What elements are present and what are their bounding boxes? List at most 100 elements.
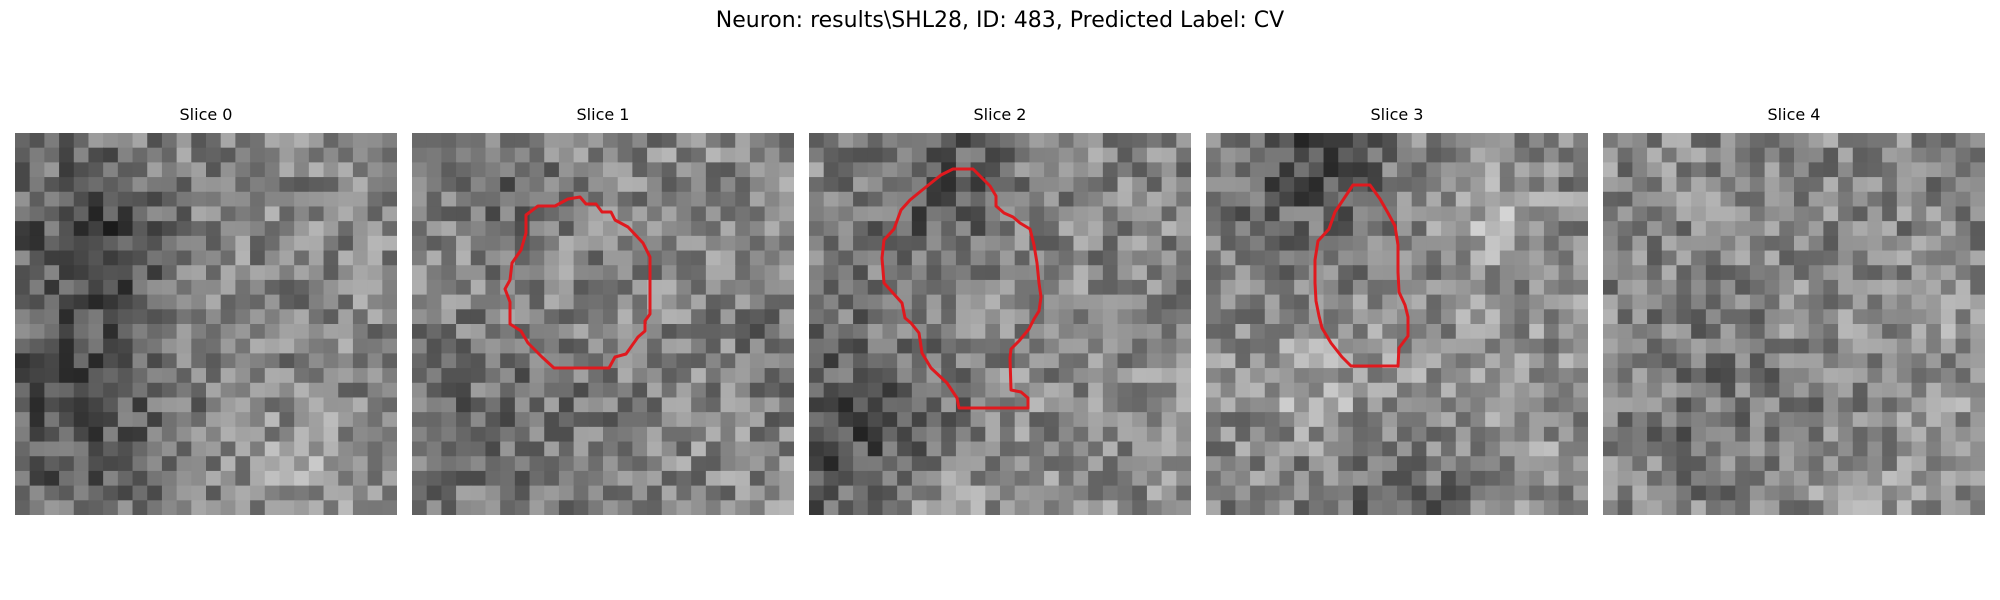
pixel	[1073, 191, 1089, 208]
pixel	[1749, 147, 1766, 163]
pixel	[1882, 500, 1898, 515]
pixel	[44, 133, 60, 149]
pixel	[1014, 485, 1030, 501]
pixel	[544, 353, 560, 369]
pixel	[15, 221, 31, 237]
pixel	[720, 382, 736, 399]
pixel	[1397, 426, 1413, 443]
slice-title: Slice 4	[1767, 105, 1821, 124]
pixel	[1058, 235, 1075, 252]
pixel	[661, 456, 678, 472]
pixel	[161, 294, 178, 310]
pixel	[1470, 279, 1486, 296]
pixel	[661, 177, 678, 193]
pixel	[1102, 221, 1119, 237]
pixel	[661, 412, 678, 428]
pixel	[544, 309, 560, 325]
pixel	[1176, 221, 1191, 237]
pixel	[749, 147, 766, 163]
pixel	[308, 133, 325, 149]
pixel	[1852, 235, 1869, 252]
pixel	[838, 500, 854, 515]
pixel	[191, 191, 207, 208]
pixel	[705, 456, 722, 472]
pixel	[73, 147, 90, 163]
pixel	[338, 368, 354, 384]
pixel	[911, 441, 928, 457]
pixel	[1838, 397, 1854, 413]
pixel	[617, 485, 633, 501]
pixel	[15, 382, 31, 399]
pixel	[1691, 221, 1707, 237]
pixel	[1382, 162, 1398, 178]
pixel	[1794, 265, 1810, 281]
pixel	[206, 368, 222, 384]
pixel	[823, 353, 839, 369]
pixel	[1470, 338, 1486, 354]
pixel	[632, 279, 648, 296]
pixel	[1764, 426, 1780, 443]
pixel	[573, 235, 589, 252]
pixel	[955, 133, 972, 149]
pixel	[323, 279, 339, 296]
pixel	[779, 338, 794, 354]
pixel	[1794, 382, 1810, 399]
pixel	[147, 441, 163, 457]
pixel	[1573, 294, 1588, 310]
pixel	[485, 426, 501, 443]
pixel	[1176, 441, 1191, 457]
pixel	[1749, 338, 1766, 354]
pixel	[897, 353, 913, 369]
pixel	[779, 382, 794, 399]
pixel	[588, 221, 604, 237]
pixel	[323, 382, 339, 399]
pixel	[1926, 294, 1942, 310]
pixel	[117, 500, 134, 515]
pixel	[500, 500, 516, 515]
pixel	[485, 397, 501, 413]
pixel	[29, 456, 45, 472]
pixel	[308, 338, 325, 354]
pixel	[1308, 162, 1325, 178]
pixel	[970, 426, 986, 443]
pixel	[1338, 206, 1354, 222]
pixel	[1661, 177, 1678, 193]
pixel	[470, 456, 487, 472]
pixel	[720, 133, 736, 149]
pixel	[1161, 470, 1177, 487]
pixel	[1691, 235, 1707, 252]
pixel	[412, 324, 428, 340]
pixel	[941, 177, 957, 193]
pixel	[838, 309, 854, 325]
pixel	[1647, 324, 1663, 340]
pixel	[529, 309, 545, 325]
pixel	[1073, 324, 1089, 340]
pixel	[1970, 279, 1985, 296]
pixel	[1573, 309, 1588, 325]
pixel	[1691, 353, 1707, 369]
pixel	[1014, 294, 1030, 310]
pixel	[294, 456, 310, 472]
pixel	[867, 500, 884, 515]
pixel	[1543, 147, 1560, 163]
pixel	[1749, 279, 1766, 296]
pixel	[1852, 368, 1869, 384]
pixel	[632, 382, 648, 399]
pixel	[1735, 412, 1751, 428]
pixel	[103, 397, 119, 413]
pixel	[558, 412, 575, 428]
pixel	[749, 294, 766, 310]
pixel	[470, 250, 487, 266]
pixel	[1955, 235, 1971, 252]
pixel	[1338, 456, 1354, 472]
pixel	[809, 133, 825, 149]
pixel	[1044, 397, 1060, 413]
pixel	[1470, 412, 1486, 428]
pixel	[1250, 235, 1266, 252]
pixel	[1926, 338, 1942, 354]
pixel	[1926, 221, 1942, 237]
pixel	[1691, 412, 1707, 428]
pixel	[1632, 162, 1648, 178]
pixel	[661, 133, 678, 149]
pixel	[1499, 309, 1516, 325]
